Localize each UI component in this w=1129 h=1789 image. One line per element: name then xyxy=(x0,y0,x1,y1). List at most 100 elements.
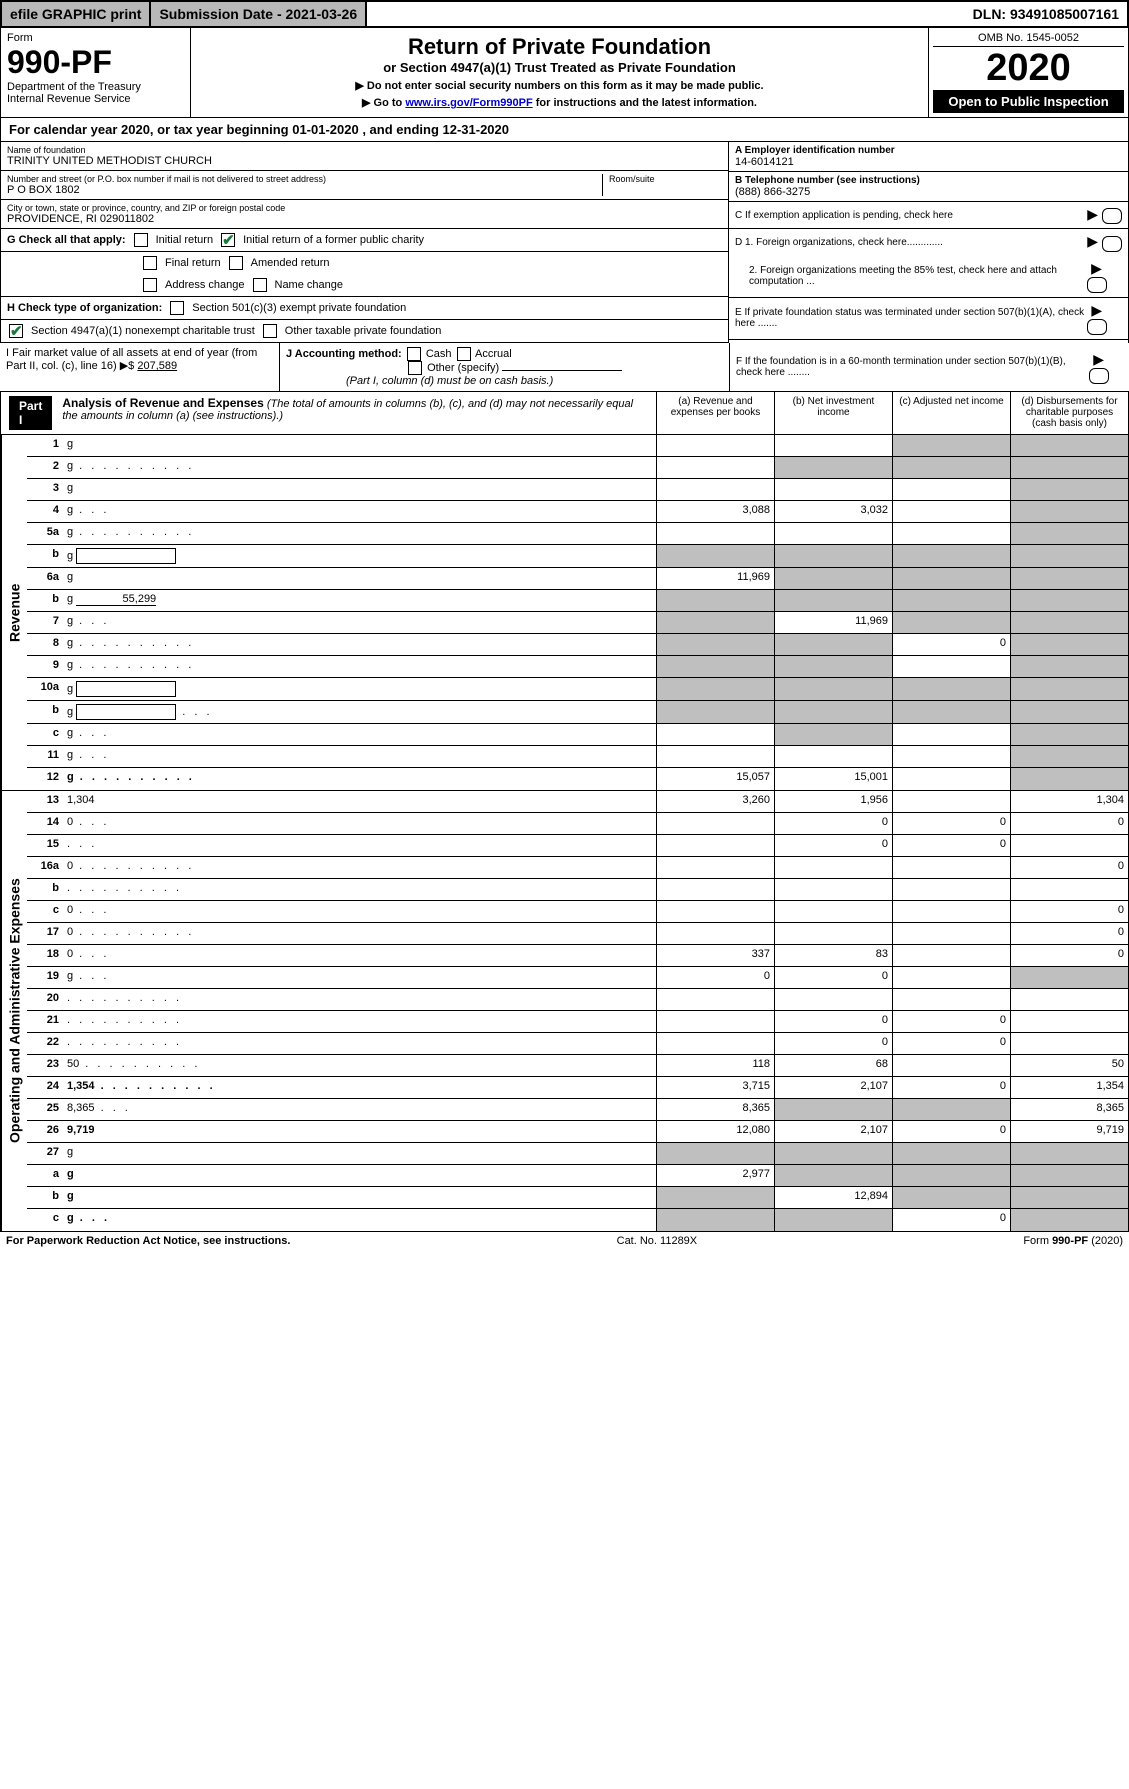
i-label: I Fair market value of all assets at end… xyxy=(6,347,257,372)
cell-a xyxy=(656,857,774,878)
row-desc: g xyxy=(63,656,656,677)
row-desc xyxy=(63,1033,656,1054)
501c3-checkbox[interactable] xyxy=(170,301,184,315)
amended-checkbox[interactable] xyxy=(229,256,243,270)
cell-a xyxy=(656,813,774,834)
ein: 14-6014121 xyxy=(735,156,1122,168)
address-change-checkbox[interactable] xyxy=(143,278,157,292)
cell-a xyxy=(656,901,774,922)
row-desc: g xyxy=(63,701,656,723)
cell-d: 0 xyxy=(1010,857,1128,878)
form-link[interactable]: www.irs.gov/Form990PF xyxy=(405,97,532,109)
footer: For Paperwork Reduction Act Notice, see … xyxy=(0,1232,1129,1250)
cell-c: 0 xyxy=(892,1011,1010,1032)
cell-a xyxy=(656,1033,774,1054)
table-row: 9g xyxy=(27,656,1128,678)
cell-b xyxy=(774,523,892,544)
row-num: b xyxy=(27,701,63,723)
other-taxable-checkbox[interactable] xyxy=(263,324,277,338)
cell-c xyxy=(892,545,1010,567)
d1-checkbox[interactable] xyxy=(1102,236,1122,252)
row-num: 24 xyxy=(27,1077,63,1098)
revenue-section: Revenue 1g2g3g4g3,0883,0325agbg 6ag11,96… xyxy=(0,435,1129,791)
table-row: 8g0 xyxy=(27,634,1128,656)
d2-checkbox[interactable] xyxy=(1087,277,1107,293)
cell-a xyxy=(656,746,774,767)
ij-section: I Fair market value of all assets at end… xyxy=(0,343,1129,392)
row-desc: g xyxy=(63,435,656,456)
row-desc: g xyxy=(63,523,656,544)
table-row: 140000 xyxy=(27,813,1128,835)
cell-a: 11,969 xyxy=(656,568,774,589)
row-num: 26 xyxy=(27,1121,63,1142)
cell-c xyxy=(892,501,1010,522)
row-num: b xyxy=(27,1187,63,1208)
row-desc: 0 xyxy=(63,901,656,922)
cell-d xyxy=(1010,501,1128,522)
cell-b: 68 xyxy=(774,1055,892,1076)
final-return-checkbox[interactable] xyxy=(143,256,157,270)
cell-a xyxy=(656,1143,774,1164)
row-desc: g xyxy=(63,545,656,567)
cell-c: 0 xyxy=(892,634,1010,655)
row-num: 11 xyxy=(27,746,63,767)
row-num: 17 xyxy=(27,923,63,944)
other-method-checkbox[interactable] xyxy=(408,361,422,375)
efile-print-button[interactable]: efile GRAPHIC print xyxy=(2,2,151,26)
cash-checkbox[interactable] xyxy=(407,347,421,361)
h-row2: Section 4947(a)(1) nonexempt charitable … xyxy=(1,320,728,343)
table-row: 4g3,0883,032 xyxy=(27,501,1128,523)
cell-c xyxy=(892,568,1010,589)
initial-return-checkbox[interactable] xyxy=(134,233,148,247)
col-b-head: (b) Net investment income xyxy=(774,392,892,434)
cell-c xyxy=(892,945,1010,966)
cell-c xyxy=(892,479,1010,500)
table-row: bg xyxy=(27,545,1128,568)
c-checkbox[interactable] xyxy=(1102,208,1122,224)
cell-a xyxy=(656,590,774,611)
cell-b: 3,032 xyxy=(774,501,892,522)
row-num: 15 xyxy=(27,835,63,856)
cell-a: 0 xyxy=(656,967,774,988)
accrual-checkbox[interactable] xyxy=(457,347,471,361)
cell-d xyxy=(1010,989,1128,1010)
4947-checkbox[interactable] xyxy=(9,324,23,338)
cell-c xyxy=(892,923,1010,944)
cell-a xyxy=(656,479,774,500)
row-num: 4 xyxy=(27,501,63,522)
initial-former-checkbox[interactable] xyxy=(221,233,235,247)
cell-c xyxy=(892,701,1010,723)
row-desc xyxy=(63,879,656,900)
city-label: City or town, state or province, country… xyxy=(7,203,722,213)
cell-a xyxy=(656,523,774,544)
expenses-section: Operating and Administrative Expenses 13… xyxy=(0,791,1129,1232)
cell-b: 11,969 xyxy=(774,612,892,633)
g-section: G Check all that apply: Initial return I… xyxy=(1,229,728,252)
f-checkbox[interactable] xyxy=(1089,368,1109,384)
cell-a xyxy=(656,545,774,567)
form-header: Form 990-PF Department of the Treasury I… xyxy=(0,28,1129,118)
e-checkbox[interactable] xyxy=(1087,319,1107,335)
row-desc: g xyxy=(63,457,656,478)
cell-b xyxy=(774,479,892,500)
cell-b xyxy=(774,724,892,745)
cell-b xyxy=(774,568,892,589)
table-row: 12g15,05715,001 xyxy=(27,768,1128,790)
g-row2: Final return Amended return xyxy=(1,252,728,274)
table-row: 27g xyxy=(27,1143,1128,1165)
table-row: ag2,977 xyxy=(27,1165,1128,1187)
note-ssn: ▶ Do not enter social security numbers o… xyxy=(197,79,922,92)
form-subtitle: or Section 4947(a)(1) Trust Treated as P… xyxy=(197,60,922,75)
name-change-checkbox[interactable] xyxy=(253,278,267,292)
row-num: 21 xyxy=(27,1011,63,1032)
cell-c xyxy=(892,523,1010,544)
j-note: (Part I, column (d) must be on cash basi… xyxy=(346,375,553,387)
cell-b: 15,001 xyxy=(774,768,892,790)
row-num: 25 xyxy=(27,1099,63,1120)
form-number: 990-PF xyxy=(7,44,184,81)
info-section: Name of foundation TRINITY UNITED METHOD… xyxy=(0,142,1129,343)
cell-c: 0 xyxy=(892,1121,1010,1142)
footer-left: For Paperwork Reduction Act Notice, see … xyxy=(6,1235,290,1247)
cell-b xyxy=(774,879,892,900)
calendar-year: For calendar year 2020, or tax year begi… xyxy=(0,118,1129,142)
